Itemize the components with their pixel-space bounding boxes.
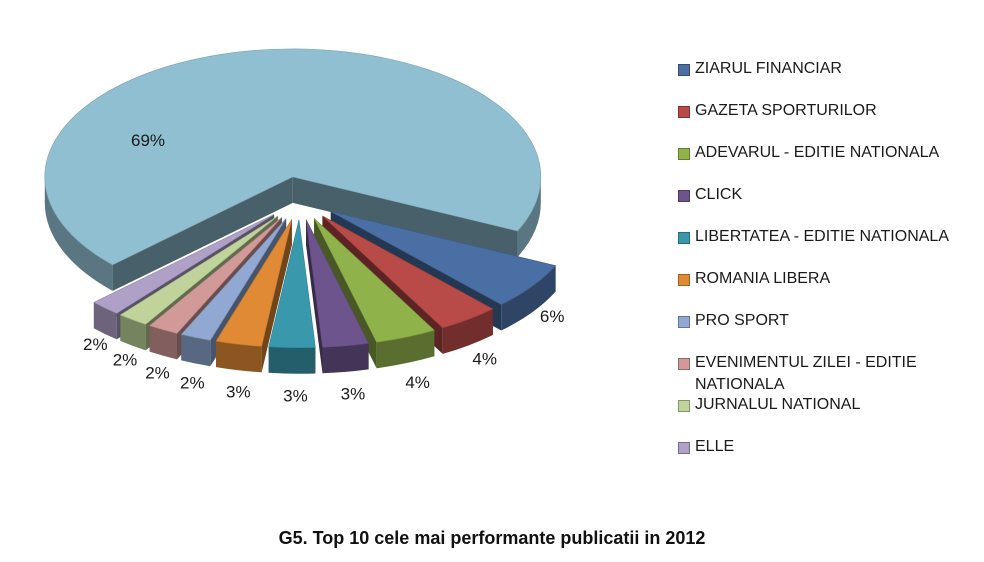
legend-label: ADEVARUL - EDITIE NATIONALA [695,144,940,161]
legend-swatch [678,400,690,412]
legend-label: PRO SPORT [695,312,789,329]
pie-slice [268,219,316,374]
legend-swatch [678,64,690,76]
legend-label: ELLE [695,438,735,455]
legend-label: LIBERTATEA - EDITIE NATIONALA [695,228,949,245]
pie-slice [305,219,370,374]
legend-swatch [678,232,690,244]
legend-label: JURNALUL NATIONAL [695,396,861,413]
pie-slice [215,219,293,373]
chart-caption: G5. Top 10 cele mai performante publicat… [278,528,706,548]
slice-data-label: 3% [283,387,308,406]
legend-swatch [678,148,690,160]
slice-data-label: 69% [131,131,165,150]
legend-swatch [678,316,690,328]
legend-label: ROMANIA LIBERA [695,270,831,287]
slice-data-label: 4% [405,373,430,392]
legend-swatch [678,106,690,118]
slice-data-label: 2% [83,335,108,354]
pie-slice [44,48,542,291]
legend-label: ZIARUL FINANCIAR [695,60,842,77]
legend-swatch [678,274,690,286]
legend-label: CLICK [695,186,743,203]
slice-data-label: 2% [113,351,138,370]
pie-slice [313,218,435,369]
slice-data-label: 2% [145,363,170,382]
slice-data-label: 3% [341,384,366,403]
slice-data-label: 4% [472,350,497,369]
slice-data-label: 3% [226,382,251,401]
slice-data-label: 6% [540,307,565,326]
legend-swatch [678,358,690,370]
slice-data-label: 2% [180,374,205,393]
legend-label: GAZETA SPORTURILOR [695,102,877,119]
legend-label: EVENIMENTUL ZILEI - EDITIE NATIONALA [695,354,917,393]
legend-swatch [678,442,690,454]
pie-chart: 6% 4% 4% 3% 3% 3% 2% 2% 2% 2% 69% [44,48,565,406]
legend-swatch [678,190,690,202]
